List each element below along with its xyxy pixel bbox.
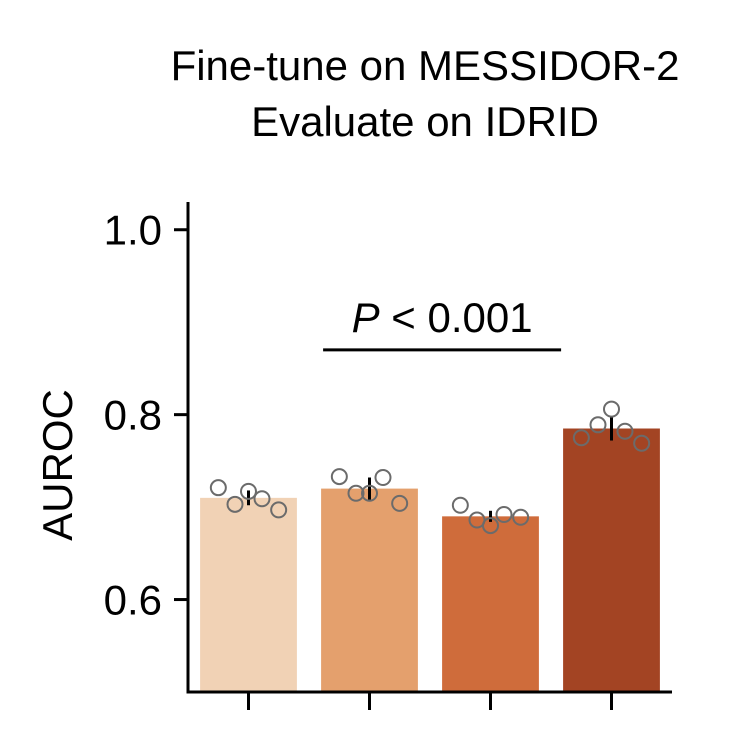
- data-point: [589, 416, 607, 434]
- data-point: [253, 490, 271, 508]
- axes-layer: 0.6 0.8 1.0: [104, 202, 672, 710]
- bar-3: [442, 516, 539, 692]
- data-point: [451, 496, 469, 514]
- data-point: [633, 434, 651, 452]
- data-point: [361, 484, 378, 502]
- chart-title-line-1: Fine-tune on MESSIDOR-2: [170, 42, 680, 89]
- data-point: [226, 495, 244, 513]
- bars-layer: [200, 428, 660, 692]
- data-point: [512, 508, 530, 526]
- chart-title: Fine-tune on MESSIDOR-2 Evaluate on IDRI…: [120, 38, 730, 150]
- data-point: [240, 482, 257, 500]
- data-point: [603, 400, 620, 418]
- data-point: [347, 484, 365, 502]
- data-point: [270, 501, 288, 519]
- p-value-threshold: < 0.001: [380, 294, 533, 341]
- p-value-symbol: P: [352, 294, 380, 341]
- bar-1: [200, 497, 297, 692]
- bar-2: [321, 488, 418, 692]
- chart-title-line-2: Evaluate on IDRID: [251, 98, 599, 145]
- data-point: [209, 479, 227, 497]
- data-point: [330, 468, 348, 486]
- y-tick-label: 0.8: [104, 392, 162, 439]
- data-point: [482, 517, 499, 535]
- data-point: [572, 429, 590, 447]
- data-point: [374, 469, 392, 487]
- error-bars-layer: [247, 416, 613, 522]
- data-point: [616, 422, 634, 440]
- data-point: [495, 505, 513, 523]
- data-point: [391, 494, 409, 512]
- y-axis-label: AUROC: [34, 389, 81, 541]
- y-tick-label: 1.0: [104, 207, 162, 254]
- p-value-label: P < 0.001: [352, 294, 533, 341]
- points-layer: [209, 400, 651, 535]
- significance-annotation: P < 0.001: [323, 294, 562, 352]
- y-tick-label: 0.6: [104, 577, 162, 624]
- bar-4: [563, 428, 660, 692]
